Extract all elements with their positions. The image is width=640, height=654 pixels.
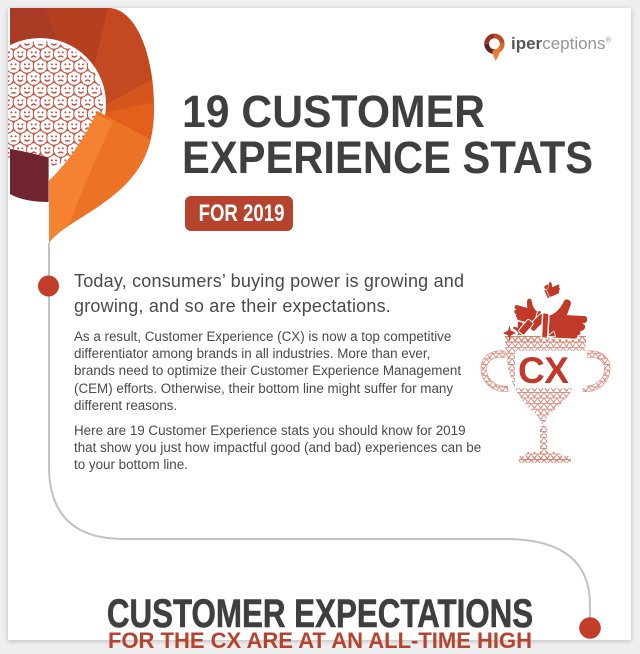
svg-text:CX: CX bbox=[518, 350, 569, 391]
